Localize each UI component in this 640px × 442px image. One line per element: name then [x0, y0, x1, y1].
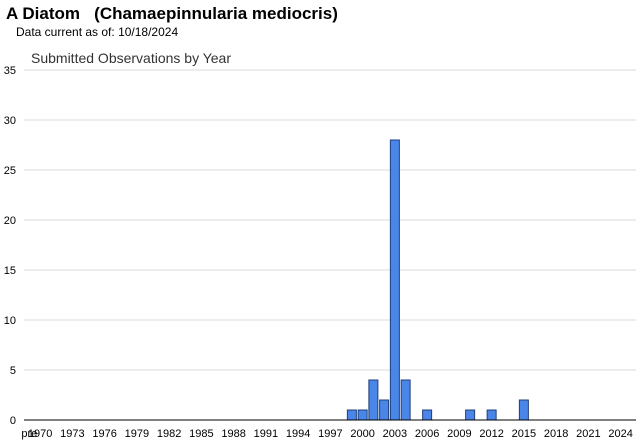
x-tick-label: 1991	[254, 428, 278, 440]
x-tick-label: 2012	[479, 428, 503, 440]
y-tick-label: 10	[4, 315, 16, 327]
y-tick-label: 30	[4, 115, 16, 127]
x-tick-label: 1970	[28, 428, 52, 440]
bar-2004	[400, 379, 411, 421]
data-current-label: Data current as of:	[16, 25, 115, 39]
bar-2010	[465, 409, 476, 421]
bar-2002	[379, 399, 390, 421]
x-tick-label: 1979	[125, 428, 149, 440]
bar-2006	[422, 409, 433, 421]
x-tick-label: 2009	[447, 428, 471, 440]
y-axis-ticks: 0 5 10 15 20 25 30 35	[4, 65, 16, 427]
data-current-date: 10/18/2024	[118, 25, 179, 39]
x-tick-label: 2018	[544, 428, 568, 440]
y-tick-label: 5	[10, 365, 16, 377]
x-tick-label: 1988	[221, 428, 245, 440]
x-tick-label: 2000	[350, 428, 374, 440]
chart-title: Submitted Observations by Year	[31, 50, 231, 66]
bar-2015	[518, 399, 529, 421]
x-tick-label: 2003	[383, 428, 407, 440]
y-tick-label: 35	[4, 65, 16, 77]
x-tick-label: 2015	[512, 428, 536, 440]
bar-2000	[357, 409, 368, 421]
page-title: A Diatom (Chamaepinnularia mediocris)	[6, 4, 338, 23]
x-tick-label: 2006	[415, 428, 439, 440]
y-tick-label: 20	[4, 215, 16, 227]
x-tick-label: 1985	[189, 428, 213, 440]
x-tick-label: 1976	[92, 428, 116, 440]
x-tick-label: 2021	[576, 428, 600, 440]
data-current-line: Data current as of: 10/18/2024	[16, 25, 178, 39]
y-tick-label: 15	[4, 265, 16, 277]
bar-1999	[346, 409, 357, 421]
x-tick-label: 2024	[608, 428, 632, 440]
x-tick-label: 1982	[157, 428, 181, 440]
bars	[346, 139, 529, 421]
x-tick-label: pre	[21, 428, 37, 440]
x-tick-label: 1973	[60, 428, 84, 440]
y-tick-label: 0	[10, 415, 16, 427]
bar-2001	[368, 379, 379, 421]
x-tick-label: 1994	[286, 428, 310, 440]
grid-lines	[24, 69, 636, 371]
bar-2012	[486, 409, 497, 421]
x-tick-label: 1997	[318, 428, 342, 440]
bar-2003	[389, 139, 400, 421]
y-tick-label: 25	[4, 165, 16, 177]
